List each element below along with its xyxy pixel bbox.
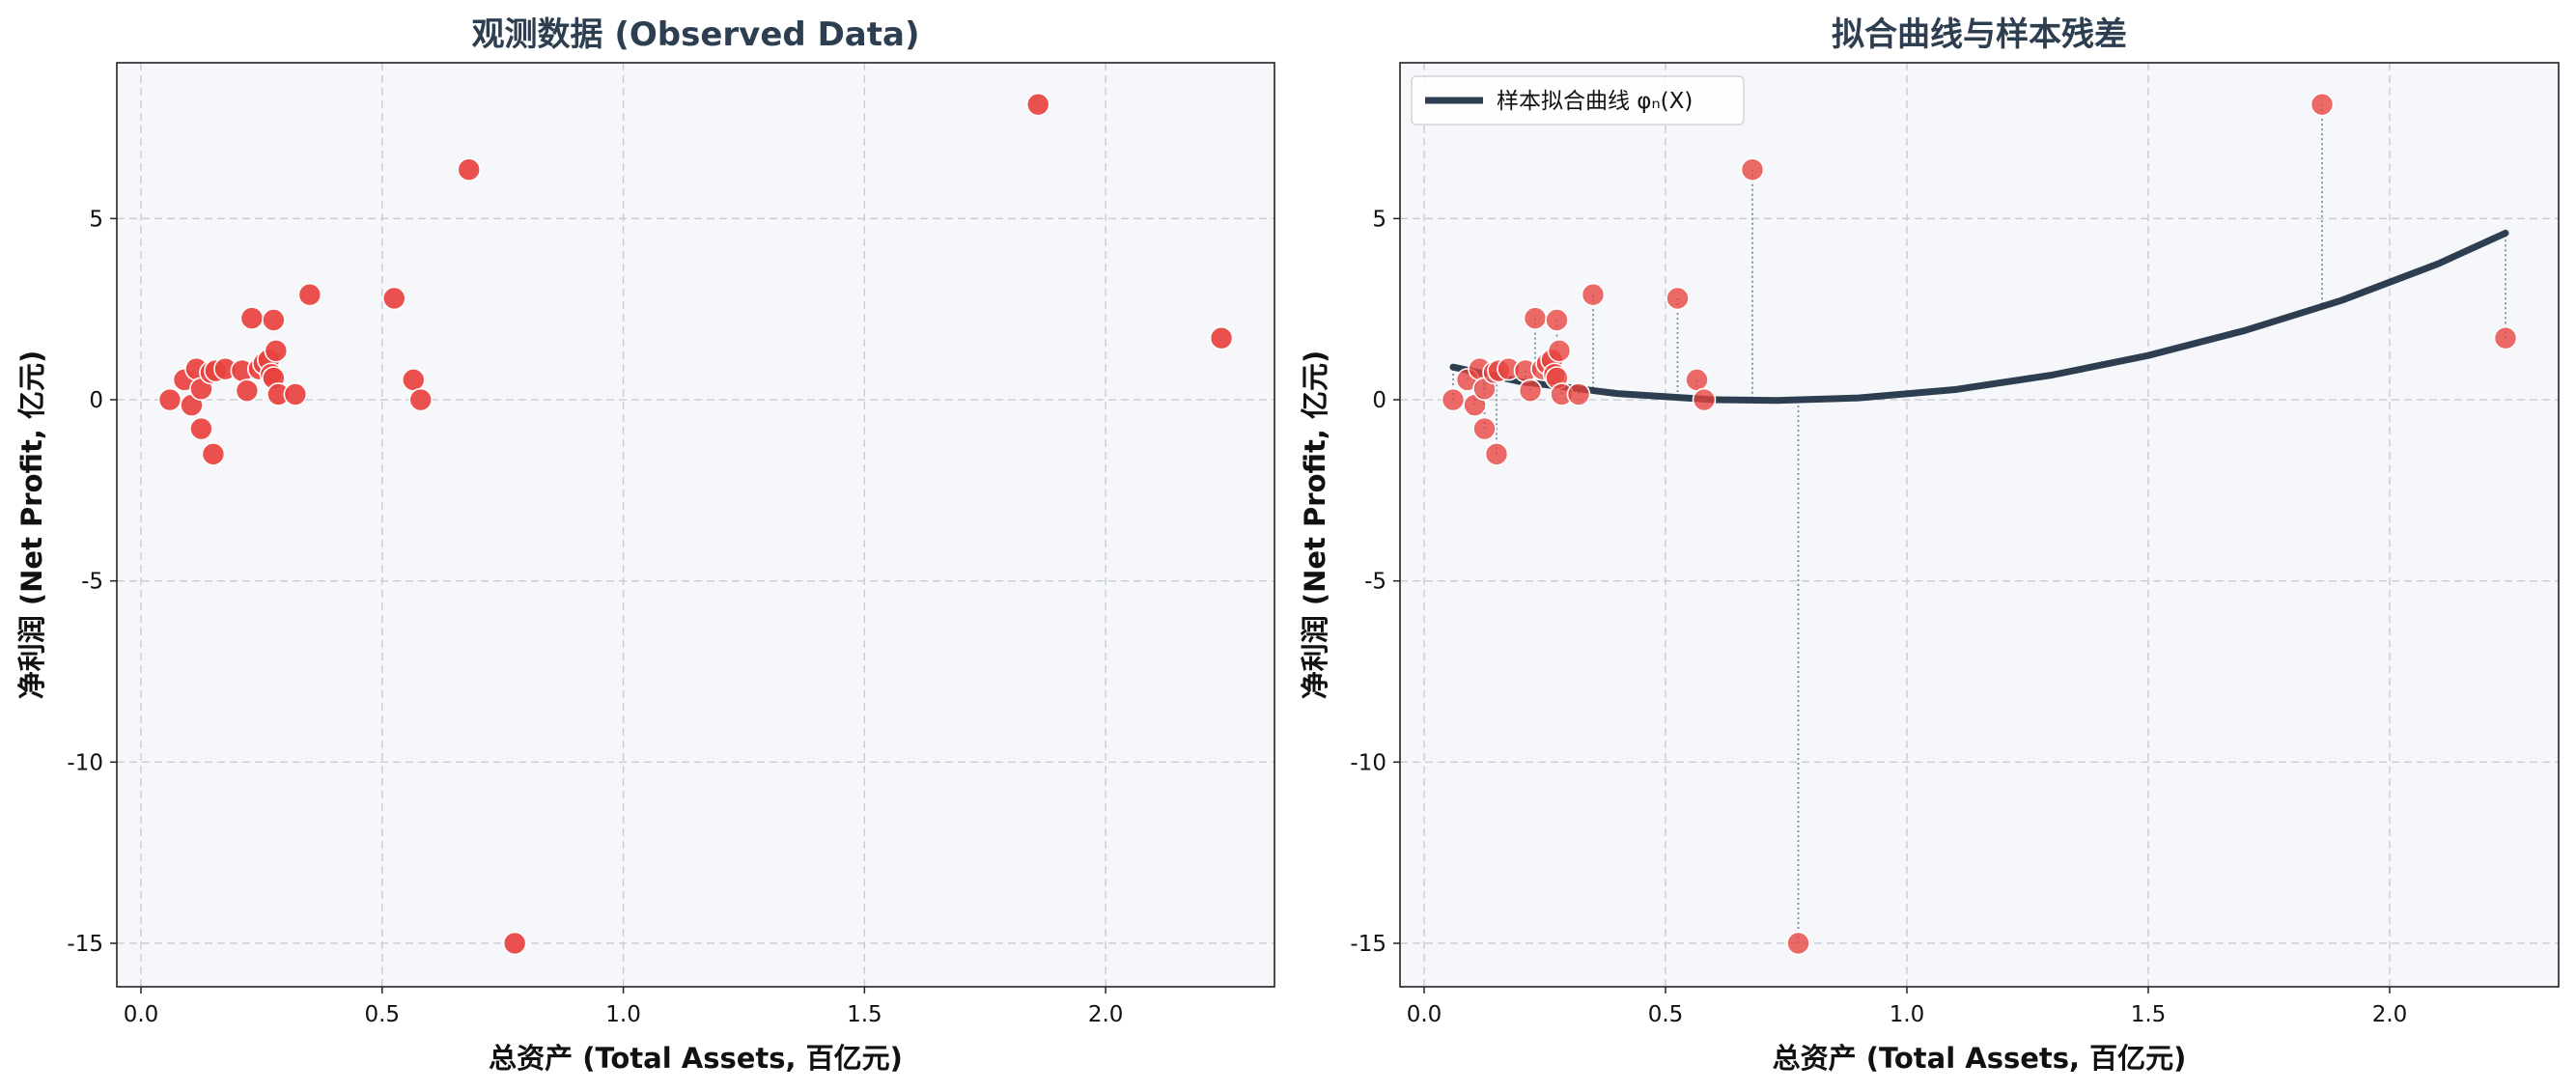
x-tick-label: 0.5 bbox=[364, 1002, 400, 1027]
data-point bbox=[201, 442, 226, 466]
data-point bbox=[381, 286, 406, 311]
legend-label: 样本拟合曲线 φₙ(X) bbox=[1497, 89, 1693, 114]
data-point bbox=[1566, 382, 1591, 406]
fitted-curve-layer bbox=[1449, 229, 2509, 405]
chart-title: 观测数据 (Observed Data) bbox=[472, 15, 920, 54]
data-point bbox=[189, 416, 213, 441]
x-tick-label: 0.0 bbox=[124, 1002, 159, 1027]
data-point bbox=[1523, 306, 1548, 330]
data-point bbox=[1692, 387, 1717, 412]
data-point bbox=[1786, 931, 1810, 956]
data-point bbox=[2493, 325, 2518, 350]
data-point bbox=[1209, 325, 1234, 350]
data-point bbox=[157, 387, 182, 412]
data-point bbox=[1545, 308, 1569, 332]
y-tick-label: -5 bbox=[1364, 570, 1386, 595]
y-tick-label: -15 bbox=[1350, 932, 1386, 957]
x-tick-label: 0.0 bbox=[1407, 1002, 1442, 1027]
x-tick-label: 1.5 bbox=[2131, 1002, 2167, 1027]
grid bbox=[1400, 63, 2559, 987]
axis-ticks: 0.0 0.5 1.0 1.5 2.0 5 0 -5 -10 -15 bbox=[67, 207, 1123, 1027]
x-tick-label: 2.0 bbox=[1088, 1002, 1124, 1027]
data-points bbox=[1441, 92, 2518, 956]
data-point bbox=[457, 157, 481, 182]
x-tick-label: 1.0 bbox=[1890, 1002, 1925, 1027]
axis-ticks: 0.0 0.5 1.0 1.5 2.0 5 0 -5 -10 -15 bbox=[1350, 207, 2407, 1027]
data-point bbox=[1484, 442, 1509, 466]
legend: 样本拟合曲线 φₙ(X) bbox=[1411, 75, 1745, 126]
fitted-curve-panel: 0.0 0.5 1.0 1.5 2.0 5 0 -5 -10 -15 样本拟合曲线 φₙ(X) 拟… bbox=[1299, 15, 2560, 1075]
observed-data-panel: 0.0 0.5 1.0 1.5 2.0 5 0 -5 -10 -15 观测数据 (Observed… bbox=[15, 15, 1275, 1075]
x-tick-label: 0.5 bbox=[1648, 1002, 1684, 1027]
y-tick-label: 0 bbox=[89, 388, 103, 413]
data-point bbox=[239, 306, 265, 330]
y-tick-label: 5 bbox=[89, 207, 103, 232]
y-tick-label: -5 bbox=[81, 570, 103, 595]
x-axis-label: 总资产 (Total Assets, 百亿元) bbox=[489, 1042, 903, 1075]
plot-area bbox=[1400, 63, 2559, 987]
legend-box bbox=[1411, 75, 1745, 126]
data-points bbox=[157, 92, 1234, 956]
data-point bbox=[408, 387, 434, 412]
x-axis-label: 总资产 (Total Assets, 百亿元) bbox=[1773, 1042, 2187, 1075]
data-point bbox=[1581, 282, 1606, 307]
data-point bbox=[262, 308, 286, 332]
y-tick-label: -15 bbox=[67, 932, 103, 957]
data-point bbox=[401, 368, 426, 392]
fitted-curve bbox=[1449, 229, 2509, 405]
y-axis-label: 净利润 (Net Profit, 亿元) bbox=[15, 350, 48, 699]
data-point bbox=[1547, 339, 1572, 363]
data-point bbox=[502, 931, 527, 956]
data-point bbox=[1666, 286, 1690, 311]
data-point bbox=[2310, 92, 2335, 117]
y-tick-label: 0 bbox=[1372, 388, 1386, 413]
chart-title: 拟合曲线与样本残差 bbox=[1832, 15, 2127, 54]
x-tick-label: 2.0 bbox=[2372, 1002, 2408, 1027]
y-tick-label: -10 bbox=[1350, 750, 1386, 775]
plot-frame bbox=[1399, 62, 2560, 988]
data-point bbox=[1518, 378, 1543, 403]
data-point bbox=[1472, 416, 1497, 441]
data-point bbox=[235, 378, 260, 403]
data-point bbox=[297, 282, 322, 307]
plot-area bbox=[117, 63, 1274, 987]
data-point bbox=[1740, 157, 1765, 182]
data-point bbox=[264, 339, 289, 363]
y-axis-label: 净利润 (Net Profit, 亿元) bbox=[1299, 350, 1331, 699]
grid bbox=[117, 63, 1274, 987]
x-tick-label: 1.5 bbox=[847, 1002, 882, 1027]
y-tick-label: -10 bbox=[67, 750, 103, 775]
x-tick-label: 1.0 bbox=[605, 1002, 641, 1027]
data-point bbox=[1685, 368, 1709, 392]
data-point bbox=[1025, 92, 1050, 117]
data-point bbox=[283, 382, 308, 406]
y-tick-label: 5 bbox=[1372, 207, 1386, 232]
data-point bbox=[1441, 387, 1466, 412]
plot-frame bbox=[116, 62, 1275, 988]
